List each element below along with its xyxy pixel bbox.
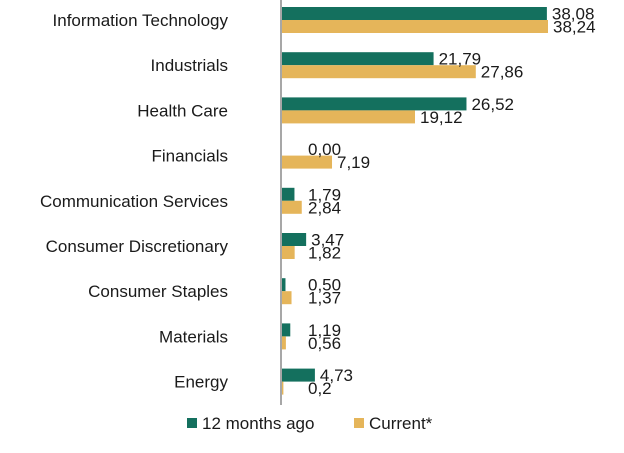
category-label: Industrials [151,56,228,75]
bar-current [282,200,302,214]
value-label-current: 0,2 [308,379,332,398]
bar-current [282,246,295,259]
value-label-current: 7,19 [337,153,370,172]
category-label: Consumer Discretionary [46,237,229,256]
legend-label-current: Current* [369,414,433,433]
bar-12-months-ago [282,97,467,111]
bar-current [282,336,286,350]
value-label-current: 0,56 [308,334,341,353]
bar-current [282,155,333,169]
value-label-12-months-ago: 0,50 [308,276,341,295]
category-label: Financials [151,147,228,166]
category-label: Energy [174,373,228,392]
bar-current [282,20,548,33]
bar-12-months-ago [282,278,286,292]
legend: 12 months ago Current* [187,414,433,433]
value-label-current: 27,86 [481,63,524,82]
bar-current [282,381,284,395]
bar-current [282,110,415,124]
value-label-current: 38,24 [553,18,596,37]
category-label: Information Technology [53,11,229,30]
bar-current [282,65,476,79]
category-label: Health Care [137,101,228,120]
bar-current [282,291,292,305]
value-label-12-months-ago: 3,47 [311,231,344,250]
bar-12-months-ago [282,368,315,382]
value-label-12-months-ago: 26,52 [471,95,514,114]
legend-swatch-current [354,418,364,428]
value-label-12-months-ago: 4,73 [320,366,353,385]
value-label-current: 1,37 [308,289,341,308]
legend-swatch-12-months-ago [187,418,197,428]
bar-12-months-ago [282,52,434,66]
category-label: Materials [159,327,228,346]
bar-12-months-ago [282,7,547,20]
value-label-12-months-ago: 0,00 [308,140,341,159]
bar-12-months-ago [282,323,291,337]
value-label-12-months-ago: 21,79 [439,50,482,69]
bar-12-months-ago [282,187,295,201]
bars-group [282,7,548,395]
value-label-12-months-ago: 1,79 [308,185,341,204]
bar-12-months-ago [282,233,307,246]
value-label-current: 19,12 [420,108,463,127]
category-label: Consumer Staples [88,282,228,301]
value-label-12-months-ago: 1,19 [308,321,341,340]
value-label-12-months-ago: 38,08 [552,5,595,24]
category-label: Communication Services [40,192,228,211]
legend-label-12-months-ago: 12 months ago [202,414,314,433]
value-label-current: 2,84 [308,198,341,217]
value-label-current: 1,82 [308,244,341,263]
